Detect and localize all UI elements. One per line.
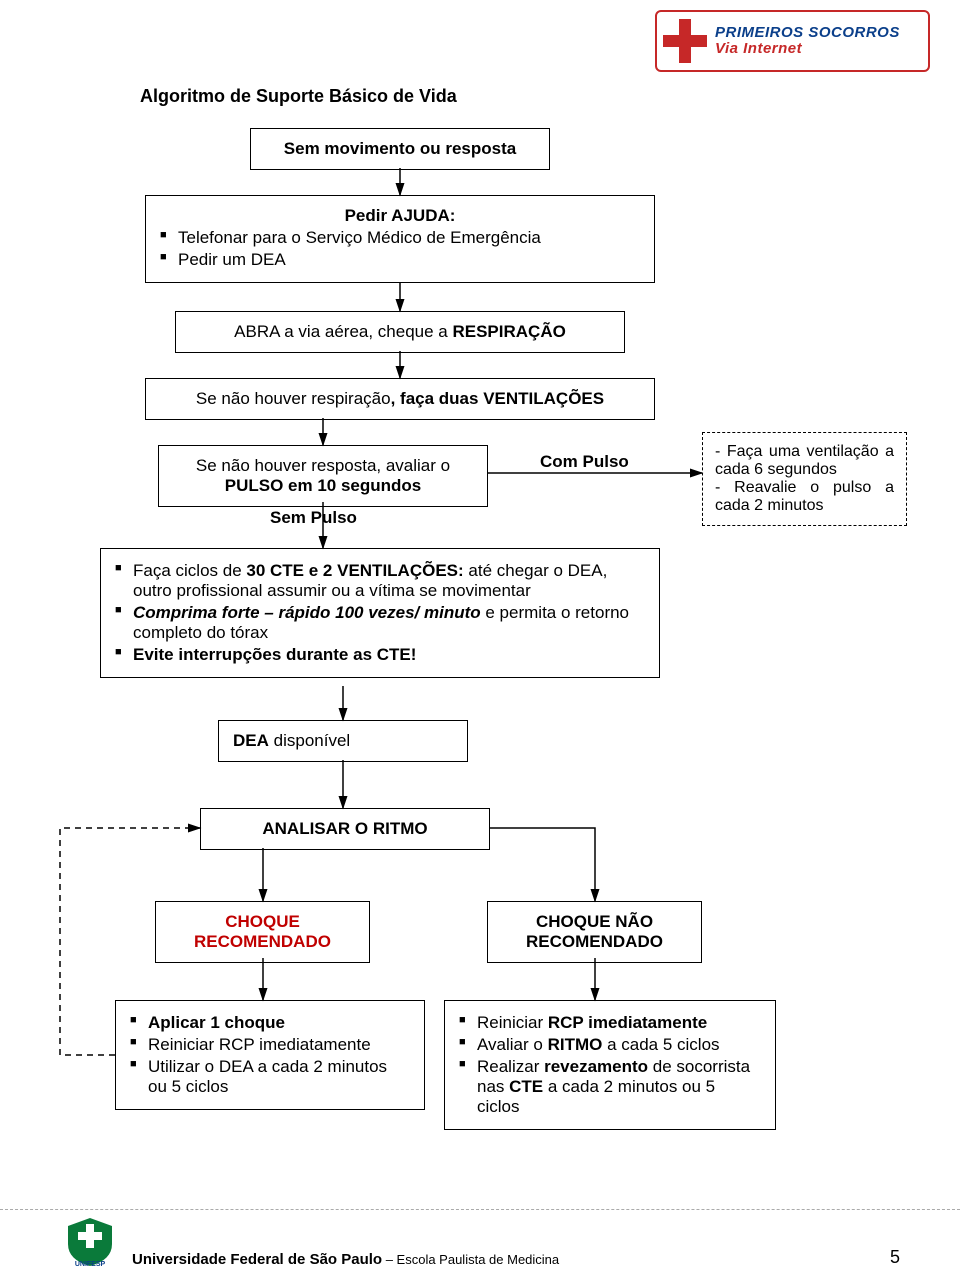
b3-prefix: ABRA a via aérea, cheque a — [234, 322, 452, 341]
b11-item: Reiniciar RCP imediatamente — [130, 1035, 410, 1055]
b11-item: Utilizar o DEA a cada 2 minutos ou 5 cic… — [130, 1057, 410, 1097]
page: PRIMEIROS SOCORROS Via Internet Algoritm… — [0, 0, 960, 1286]
b4-bold: , faça duas VENTILAÇÕES — [391, 389, 605, 408]
label-com-pulso: Com Pulso — [540, 452, 629, 472]
node-shock-recommended: CHOQUE RECOMENDADO — [155, 901, 370, 963]
node-cpr-cycles: Faça ciclos de 30 CTE e 2 VENTILAÇÕES: a… — [100, 548, 660, 678]
b10-l1: CHOQUE NÃO — [536, 912, 653, 931]
b3-bold: RESPIRAÇÃO — [452, 322, 565, 341]
b7-bold: DEA — [233, 731, 269, 750]
node-call-help: Pedir AJUDA: Telefonar para o Serviço Mé… — [145, 195, 655, 283]
node-dea-available: DEA disponível — [218, 720, 468, 762]
b12-item: Avaliar o RITMO a cada 5 ciclos — [459, 1035, 761, 1055]
b2-item: Telefonar para o Serviço Médico de Emerg… — [160, 228, 640, 248]
b2-item: Pedir um DEA — [160, 250, 640, 270]
b6-item: Evite interrupções durante as CTE! — [115, 645, 645, 665]
b5-l1: Se não houver resposta, avaliar o — [173, 456, 473, 476]
node-check-pulse: Se não houver resposta, avaliar o PULSO … — [158, 445, 488, 507]
unifesp-logo-icon: UNIFESP — [60, 1214, 120, 1268]
b7-rest: disponível — [269, 731, 350, 750]
b6-item: Comprima forte – rápido 100 vezes/ minut… — [115, 603, 645, 643]
node-ventilation-notes: - Faça uma ventilação a cada 6 segundos … — [702, 432, 907, 526]
b6-item: Faça ciclos de 30 CTE e 2 VENTILAÇÕES: a… — [115, 561, 645, 601]
b9-l1: CHOQUE — [170, 912, 355, 932]
node-no-response: Sem movimento ou resposta — [250, 128, 550, 170]
brand-line2: Via Internet — [715, 41, 900, 57]
d1-l1: - Faça uma ventilação a cada 6 segundos — [715, 443, 894, 479]
b11-item: Aplicar 1 choque — [130, 1013, 410, 1033]
d1-l2: - Reavalie o pulso a cada 2 minutos — [715, 479, 894, 515]
node-two-ventilations: Se não houver respiração, faça duas VENT… — [145, 378, 655, 420]
label-sem-pulso: Sem Pulso — [270, 508, 357, 528]
page-title: Algoritmo de Suporte Básico de Vida — [140, 86, 457, 107]
node-analyze-rhythm: ANALISAR O RITMO — [200, 808, 490, 850]
node-apply-shock: Aplicar 1 choque Reiniciar RCP imediatam… — [115, 1000, 425, 1110]
node-no-shock-actions: Reiniciar RCP imediatamente Avaliar o RI… — [444, 1000, 776, 1130]
brand-line1: PRIMEIROS SOCORROS — [715, 25, 900, 41]
page-number: 5 — [890, 1247, 900, 1268]
cross-icon — [663, 19, 707, 63]
b12-item: Reiniciar RCP imediatamente — [459, 1013, 761, 1033]
brand-logo: PRIMEIROS SOCORROS Via Internet — [655, 10, 930, 72]
b9-l2: RECOMENDADO — [170, 932, 355, 952]
svg-text:UNIFESP: UNIFESP — [75, 1261, 106, 1268]
b10-l2: RECOMENDADO — [526, 932, 663, 951]
node-open-airway: ABRA a via aérea, cheque a RESPIRAÇÃO — [175, 311, 625, 353]
b4-prefix: Se não houver respiração — [196, 389, 391, 408]
b5-l2: PULSO em 10 segundos — [225, 476, 422, 495]
brand-text: PRIMEIROS SOCORROS Via Internet — [715, 25, 900, 57]
footer-text: Universidade Federal de São Paulo – Esco… — [132, 1251, 559, 1268]
b2-header: Pedir AJUDA: — [160, 206, 640, 226]
b12-item: Realizar revezamento de socorrista nas C… — [459, 1057, 761, 1117]
node-shock-not-recommended: CHOQUE NÃO RECOMENDADO — [487, 901, 702, 963]
page-footer: UNIFESP Universidade Federal de São Paul… — [0, 1209, 960, 1268]
